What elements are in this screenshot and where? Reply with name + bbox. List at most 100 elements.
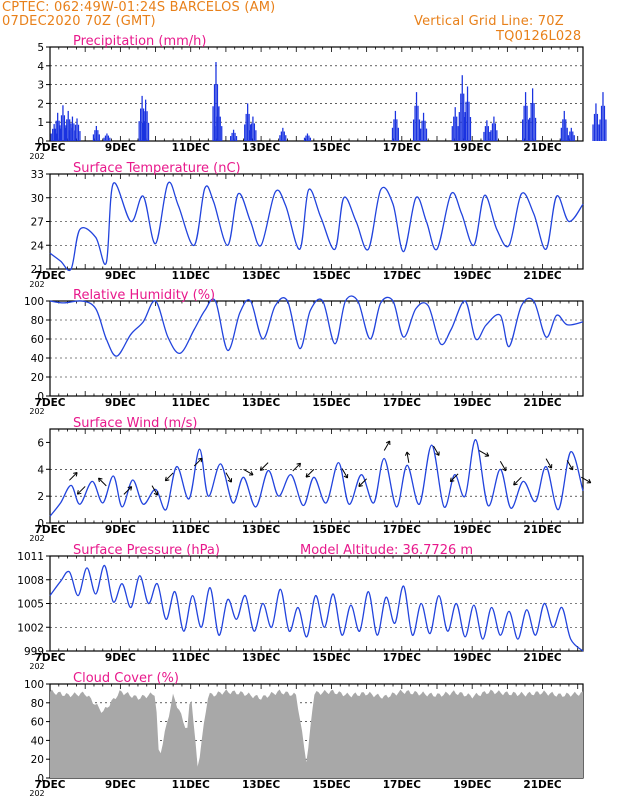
precip-bar [469, 117, 472, 141]
y-tick-label: 0 [37, 773, 44, 785]
precip-bar [460, 93, 462, 141]
panel-title: Cloud Cover (%) [73, 671, 179, 686]
wind-arrow [433, 445, 440, 456]
precip-bar [71, 116, 74, 141]
x-tick-label: 7DEC [35, 142, 66, 154]
precip-bar [234, 132, 236, 141]
wind-arrow [259, 462, 269, 471]
precip-bar [527, 119, 530, 141]
y-tick-label: 0 [37, 136, 44, 148]
precip-bar [103, 137, 105, 141]
precip-bar [138, 121, 140, 141]
precip-bar [522, 119, 524, 141]
y-tick-label: 24 [31, 240, 45, 252]
precip-bar [567, 135, 570, 141]
precip-bar [215, 62, 217, 141]
x-year-label: 202 [29, 280, 44, 289]
precip-bar [308, 135, 310, 141]
panel-title: Precipitation (mm/h) [73, 34, 206, 49]
precip-bar [465, 101, 467, 141]
precip-bar [534, 117, 537, 141]
x-tick-label: 17DEC [383, 524, 422, 536]
precip-bar [67, 110, 69, 141]
precip-bar [74, 124, 77, 141]
precip-bar [235, 136, 238, 141]
product-code: TQ0126L028 [496, 29, 582, 44]
x-tick-label: 9DEC [105, 524, 136, 536]
y-tick-label: 0 [37, 518, 44, 530]
x-tick-label: 17DEC [383, 142, 422, 154]
y-tick-label: 4 [37, 61, 44, 73]
y-tick-label: 30 [31, 193, 44, 205]
grid-line-note: Vertical Grid Line: 70Z [414, 14, 564, 29]
precip-bar [569, 131, 571, 141]
precip-bar [305, 135, 307, 141]
precip-bar [451, 126, 453, 141]
precip-bar [279, 135, 281, 141]
precip-bar [245, 113, 247, 141]
x-year-label: 202 [29, 662, 44, 671]
precip-bar [216, 116, 218, 141]
precip-bar [73, 131, 75, 141]
precip-bar [62, 105, 64, 141]
x-tick-label: 19DEC [453, 142, 492, 154]
precip-bar [595, 103, 597, 141]
wind-arrow [193, 457, 203, 467]
x-tick-label: 15DEC [312, 142, 351, 154]
precip-bar [421, 120, 423, 141]
precip-bar [596, 113, 599, 141]
precip-bar [529, 117, 531, 141]
wind-arrow [243, 468, 254, 476]
precip-bar [598, 124, 600, 141]
precip-bar [69, 119, 71, 141]
x-tick-label: 7DEC [35, 652, 66, 664]
x-tick-label: 19DEC [453, 524, 492, 536]
precip-bar [306, 133, 309, 141]
precip-bar [454, 107, 456, 141]
precip-bar [461, 75, 463, 141]
precip-bar [212, 106, 214, 141]
wind-arrow [305, 468, 315, 478]
precip-bar [94, 130, 96, 141]
precip-bar [50, 133, 52, 141]
precip-bar [218, 107, 220, 141]
x-tick-label: 19DEC [453, 397, 492, 409]
model-altitude: Model Altitude: 36.7726 m [300, 543, 473, 558]
precip-bar [230, 136, 232, 141]
y-tick-label: 80 [31, 315, 44, 327]
x-tick-label: 9DEC [105, 397, 136, 409]
x-tick-label: 21DEC [523, 524, 562, 536]
x-tick-label: 15DEC [312, 270, 351, 282]
precip-bar [253, 123, 256, 141]
precip-bar [463, 117, 466, 141]
panel-5 [46, 683, 584, 779]
x-tick-label: 9DEC [105, 270, 136, 282]
precip-bar [483, 131, 485, 141]
precip-bar [570, 127, 572, 141]
wind-arrow [449, 473, 459, 483]
precip-bar [52, 128, 54, 141]
y-tick-label: 80 [31, 698, 44, 710]
y-tick-label: 0 [37, 391, 44, 403]
y-tick-label: 2 [37, 491, 44, 503]
series-line [49, 181, 584, 272]
precip-bar [106, 133, 108, 141]
x-tick-label: 7DEC [35, 397, 66, 409]
y-tick-label: 100 [24, 679, 44, 691]
x-year-label: 202 [29, 534, 44, 543]
y-tick-label: 1011 [17, 551, 44, 563]
precip-bar [566, 127, 568, 141]
run-time-header: 07DEC2020 70Z (GMT) [2, 14, 156, 29]
x-tick-label: 21DEC [523, 652, 562, 664]
precip-bar [303, 137, 306, 141]
precip-bar [283, 131, 285, 141]
y-tick-label: 999 [24, 646, 44, 658]
precip-bar [60, 115, 63, 141]
wind-arrow [383, 440, 391, 451]
precip-bar [496, 130, 498, 141]
precip-bar [603, 105, 606, 141]
precip-bar [493, 116, 495, 141]
precip-bar [215, 126, 217, 141]
panel-4 [46, 555, 584, 652]
panel-title: Surface Temperature (nC) [73, 161, 241, 176]
